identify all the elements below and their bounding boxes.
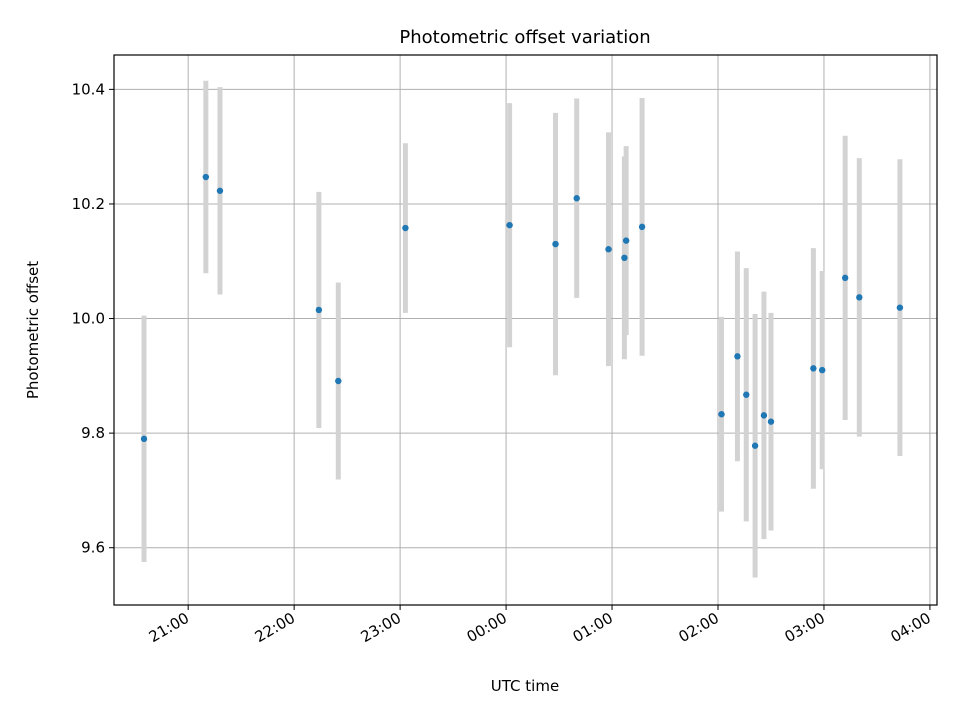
data-point: [335, 377, 342, 385]
data-point: [605, 246, 612, 253]
data-point: [734, 353, 741, 360]
data-point: [841, 274, 849, 282]
data-point: [718, 411, 725, 418]
data-point: [810, 365, 817, 372]
data-point: [140, 435, 148, 443]
y-tick-label: 10.4: [72, 80, 105, 98]
y-tick-label: 9.8: [81, 424, 105, 442]
plot-frame: [113, 54, 938, 606]
chart-title: Photometric offset variation: [399, 27, 650, 48]
data-point: [552, 240, 559, 248]
y-tick-label: 9.6: [81, 539, 105, 557]
data-point: [856, 294, 863, 301]
y-axis-title: Photometric offset: [24, 261, 42, 399]
data-point: [760, 412, 768, 419]
data-point: [767, 418, 775, 425]
data-point: [743, 391, 750, 398]
grid: [114, 55, 937, 605]
data-point: [402, 224, 409, 232]
data-point: [638, 223, 646, 231]
data-point: [573, 195, 580, 202]
y-tick-label: 10.2: [72, 195, 105, 213]
x-axis-title: UTC time: [491, 677, 559, 695]
data-point: [751, 442, 759, 449]
data-point: [216, 187, 224, 194]
data-point: [622, 237, 630, 244]
data-point: [315, 306, 323, 314]
y-tick-label: 10.0: [72, 310, 105, 328]
data-point: [621, 254, 628, 262]
data-point: [819, 366, 826, 374]
data-point: [506, 221, 513, 229]
data-point: [896, 304, 904, 311]
data-points: [140, 173, 904, 449]
data-point: [202, 173, 210, 181]
